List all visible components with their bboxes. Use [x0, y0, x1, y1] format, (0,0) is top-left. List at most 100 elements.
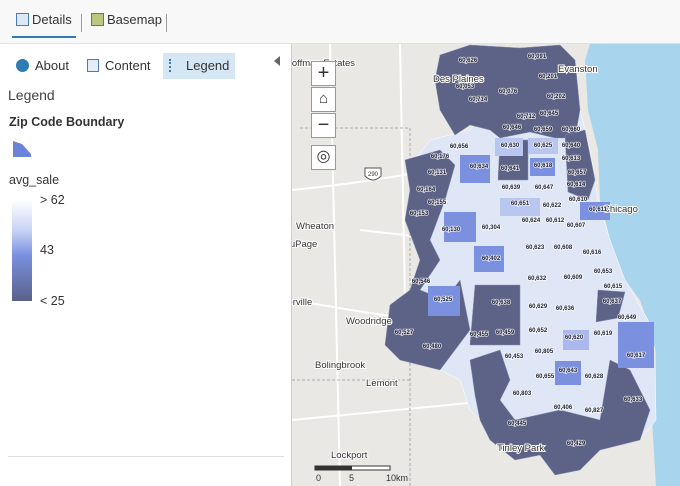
tab-label: Details: [32, 12, 72, 27]
zip-label: 60,643: [559, 368, 578, 374]
place-label: Lemont: [366, 378, 398, 389]
zip-label: 60,164: [417, 187, 436, 193]
tab-label: About: [35, 58, 69, 73]
zip-label: 60,402: [482, 256, 501, 262]
about-tab[interactable]: About: [10, 53, 75, 79]
place-label: Naperville: [292, 297, 312, 308]
place-label: Des Plaines: [433, 74, 484, 85]
active-tab-indicator: [12, 36, 76, 38]
zip-label: 60,615: [604, 284, 623, 290]
zip-label: 60,620: [565, 335, 584, 341]
zip-area-mid: [428, 155, 654, 385]
place-label: Evanston: [558, 64, 598, 75]
zip-label: 60,656: [450, 144, 469, 150]
zip-label: 60,429: [567, 441, 586, 447]
zip-label: 60,053: [456, 84, 475, 90]
scale-label: 10km: [386, 473, 408, 483]
zip-label: 60,076: [499, 89, 518, 95]
scale-bar: 0 5 10km: [314, 465, 408, 483]
place-label: Wheaton: [296, 221, 334, 232]
separator: [81, 14, 82, 32]
zip-label: 60,657: [568, 170, 587, 176]
zip-label: 60,637: [603, 299, 622, 305]
basemap-tab[interactable]: Basemap: [91, 12, 162, 27]
zoom-out[interactable]: −: [311, 113, 336, 138]
legend-tab[interactable]: Legend: [163, 53, 236, 79]
content-tab[interactable]: Content: [81, 53, 157, 79]
zip-label: 60,827: [585, 408, 604, 414]
place-label: Lockport: [331, 450, 368, 461]
lake: [585, 44, 680, 486]
zip-label: 60,455: [470, 332, 489, 338]
zip-label: 60,609: [564, 275, 583, 281]
layer-name: Zip Code Boundary: [9, 115, 125, 129]
zip-label: 60,629: [529, 304, 548, 310]
zip-label: 60,616: [583, 250, 602, 256]
zip-label: 60,626: [459, 58, 478, 64]
zip-label: 60,155: [428, 200, 447, 206]
collapse-button[interactable]: [274, 56, 280, 66]
county-lines: [292, 127, 411, 486]
zip-label: 60,651: [511, 201, 530, 207]
zip-label: 60,630: [501, 143, 520, 149]
tab-label: Content: [105, 58, 151, 73]
color-ramp: [12, 200, 32, 301]
zip-label: 60,624: [522, 218, 541, 224]
zip-label: 60,617: [627, 353, 646, 359]
zip-area-mid: [563, 330, 589, 350]
tab-label: Legend: [186, 58, 230, 73]
zip-label: 60,453: [505, 354, 524, 360]
separator: [166, 14, 167, 32]
zip-label: 60,632: [528, 276, 547, 282]
zip-label: 60,633: [624, 397, 643, 403]
home-button[interactable]: ⌂: [311, 87, 336, 112]
shield-label: 290: [368, 172, 379, 178]
zip-label: 60,201: [539, 74, 558, 80]
details-tab[interactable]: Details: [16, 12, 72, 27]
zip-label: 60,639: [502, 185, 521, 191]
polygon-symbol: [13, 141, 31, 157]
zip-label: 60,647: [535, 185, 554, 191]
scale-label: 0: [316, 473, 321, 483]
zoom-in[interactable]: +: [311, 61, 336, 86]
zip-label: 60,406: [554, 405, 573, 411]
zip-label: 60,619: [594, 331, 613, 337]
zip-label: 60,176: [431, 154, 450, 160]
zip-label: 60,712: [517, 114, 536, 120]
top-bar: Details Basemap: [0, 0, 680, 44]
zip-label: 60,304: [482, 225, 501, 231]
side-panel: About Content Legend Legend Zip Code Bou…: [0, 44, 292, 486]
zip-label: 60,623: [526, 245, 545, 251]
zip-label: 60,659: [534, 127, 553, 133]
zip-label: 60,153: [410, 211, 429, 217]
place-label: DuPage: [292, 239, 317, 250]
zip-label: 60,445: [508, 421, 527, 427]
place-label: Bolingbrook: [315, 360, 365, 371]
zip-label: 60,131: [428, 170, 447, 176]
zip-label: 60,480: [423, 344, 442, 350]
legend-heading: Legend: [8, 87, 55, 103]
zip-label: 60,607: [567, 223, 586, 229]
zip-label: 60,546: [412, 279, 431, 285]
zip-label: 60,608: [554, 245, 573, 251]
zip-label: 60,655: [536, 374, 555, 380]
zip-label: 60,459: [496, 330, 515, 336]
zip-label: 60,525: [434, 297, 453, 303]
locate-button[interactable]: ◎: [311, 145, 336, 170]
zip-label: 60,628: [585, 374, 604, 380]
zip-label: 60,613: [562, 156, 581, 162]
tab-label: Basemap: [107, 12, 162, 27]
divider: [8, 456, 284, 457]
zip-label: 60,091: [528, 54, 547, 60]
zip-label: 60,527: [395, 330, 414, 336]
ramp-label: 43: [40, 243, 54, 257]
zip-area-light: [495, 138, 558, 216]
zip-label: 60,638: [492, 300, 511, 306]
ramp-label: > 62: [40, 193, 65, 207]
zip-label: 60,652: [529, 328, 548, 334]
place-label: Chicago: [603, 204, 638, 215]
zip-label: 60,646: [503, 125, 522, 131]
scale-label: 5: [349, 473, 354, 483]
